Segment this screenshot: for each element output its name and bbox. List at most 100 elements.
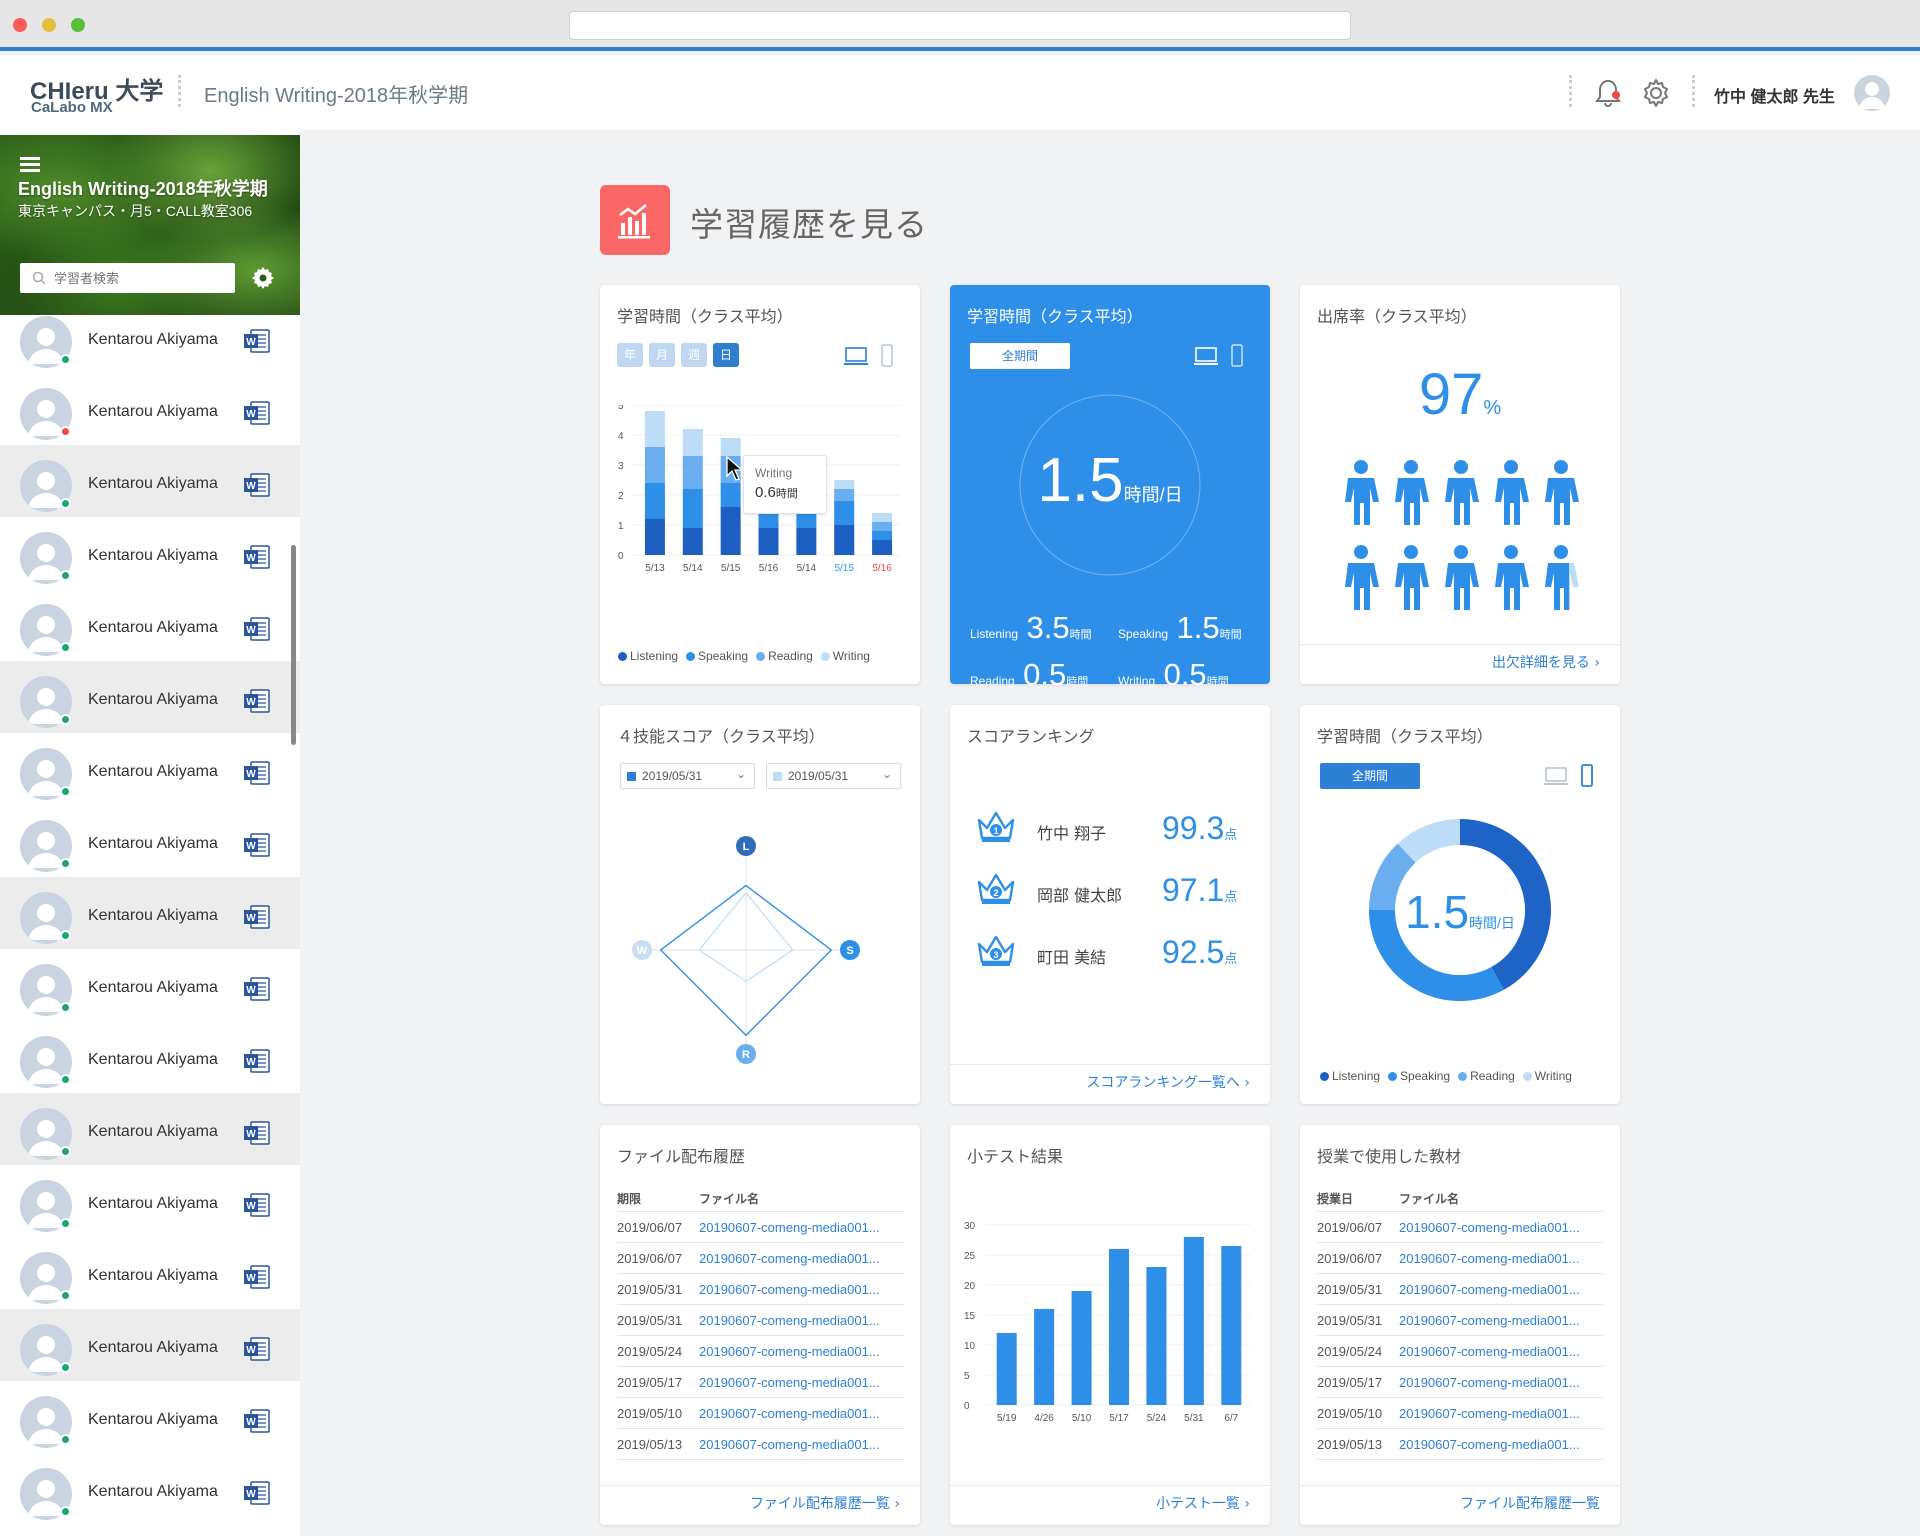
- bar-segment-writing[interactable]: [872, 513, 893, 522]
- bar-segment-speaking[interactable]: [834, 501, 855, 525]
- donut-slice-speaking[interactable]: [1369, 909, 1504, 1001]
- logo[interactable]: CHIeru 大学: [30, 78, 164, 105]
- all-period-button[interactable]: 全期間: [1320, 763, 1420, 789]
- word-document-icon[interactable]: W: [243, 689, 270, 713]
- word-document-icon[interactable]: W: [243, 1049, 270, 1073]
- student-row[interactable]: Kentarou Akiyama W: [0, 805, 300, 877]
- student-row[interactable]: Kentarou Akiyama W: [0, 1381, 300, 1453]
- file-link[interactable]: 20190607-comeng-media001...: [1399, 1343, 1580, 1359]
- student-row[interactable]: Kentarou Akiyama W: [0, 661, 300, 733]
- word-document-icon[interactable]: W: [243, 545, 270, 569]
- donut-slice-reading[interactable]: [1369, 843, 1416, 911]
- bar-segment-listening[interactable]: [720, 507, 741, 555]
- word-document-icon[interactable]: W: [243, 761, 270, 785]
- word-document-icon[interactable]: W: [243, 977, 270, 1001]
- address-bar[interactable]: [569, 11, 1351, 40]
- notification-bell-icon[interactable]: [1592, 77, 1624, 109]
- file-link[interactable]: 20190607-comeng-media001...: [699, 1219, 880, 1235]
- all-period-button[interactable]: 全期間: [970, 343, 1070, 369]
- period-chip-month[interactable]: 月: [649, 343, 675, 367]
- file-link[interactable]: 20190607-comeng-media001...: [699, 1436, 880, 1452]
- student-row[interactable]: Kentarou Akiyama W: [0, 1237, 300, 1309]
- file-link[interactable]: 20190607-comeng-media001...: [1399, 1250, 1580, 1266]
- bar-segment-reading[interactable]: [644, 447, 665, 483]
- bar-segment-listening[interactable]: [682, 528, 703, 555]
- teacher-name[interactable]: 竹中 健太郎 先生: [1714, 89, 1835, 106]
- file-link[interactable]: 20190607-comeng-media001...: [699, 1343, 880, 1359]
- quiz-bar[interactable]: [1221, 1246, 1242, 1405]
- bar-segment-writing[interactable]: [720, 438, 741, 456]
- word-document-icon[interactable]: W: [243, 329, 270, 353]
- student-search-input[interactable]: [54, 264, 224, 292]
- date-select-2[interactable]: 2019/05/31 ⌄: [766, 763, 901, 789]
- smartphone-icon[interactable]: [880, 343, 894, 369]
- student-row[interactable]: Kentarou Akiyama W: [0, 1021, 300, 1093]
- donut-slice-listening[interactable]: [1459, 819, 1551, 990]
- student-row[interactable]: Kentarou Akiyama W: [0, 1093, 300, 1165]
- menu-icon[interactable]: [20, 157, 40, 173]
- student-row[interactable]: Kentarou Akiyama W: [0, 877, 300, 949]
- laptop-icon[interactable]: [1193, 345, 1219, 367]
- student-row[interactable]: Kentarou Akiyama W: [0, 1309, 300, 1381]
- close-window-button[interactable]: [13, 18, 27, 32]
- bar-segment-writing[interactable]: [644, 411, 665, 447]
- student-row[interactable]: Kentarou Akiyama W: [0, 517, 300, 589]
- laptop-icon[interactable]: [1543, 765, 1569, 787]
- bar-segment-reading[interactable]: [834, 489, 855, 501]
- word-document-icon[interactable]: W: [243, 617, 270, 641]
- word-document-icon[interactable]: W: [243, 1193, 270, 1217]
- word-document-icon[interactable]: W: [243, 1121, 270, 1145]
- donut-slice-writing[interactable]: [1397, 819, 1461, 863]
- word-document-icon[interactable]: W: [243, 401, 270, 425]
- bar-segment-listening[interactable]: [758, 528, 779, 555]
- smartphone-icon[interactable]: [1230, 343, 1244, 369]
- bar-segment-reading[interactable]: [682, 456, 703, 489]
- file-link[interactable]: 20190607-comeng-media001...: [699, 1405, 880, 1421]
- student-row[interactable]: Kentarou Akiyama W: [0, 589, 300, 661]
- word-document-icon[interactable]: W: [243, 1265, 270, 1289]
- file-link[interactable]: 20190607-comeng-media001...: [1399, 1219, 1580, 1235]
- quiz-bar[interactable]: [1109, 1249, 1129, 1405]
- sidebar-settings-gear-icon[interactable]: [250, 265, 276, 291]
- minimize-window-button[interactable]: [42, 18, 56, 32]
- bar-segment-speaking[interactable]: [796, 510, 817, 528]
- word-document-icon[interactable]: W: [243, 473, 270, 497]
- file-link[interactable]: 20190607-comeng-media001...: [699, 1281, 880, 1297]
- word-document-icon[interactable]: W: [243, 1409, 270, 1433]
- word-document-icon[interactable]: W: [243, 1481, 270, 1505]
- bar-segment-speaking[interactable]: [720, 483, 741, 507]
- period-chip-week[interactable]: 週: [681, 343, 707, 367]
- quiz-bar[interactable]: [1034, 1309, 1055, 1405]
- file-link[interactable]: 20190607-comeng-media001...: [699, 1250, 880, 1266]
- quiz-bar[interactable]: [1071, 1291, 1092, 1405]
- smartphone-icon[interactable]: [1580, 763, 1594, 789]
- file-link[interactable]: 20190607-comeng-media001...: [699, 1374, 880, 1390]
- student-row[interactable]: Kentarou Akiyama W: [0, 373, 300, 445]
- attendance-detail-link[interactable]: 出欠詳細を見る ›: [1491, 655, 1600, 671]
- settings-gear-icon[interactable]: [1640, 77, 1672, 109]
- bar-segment-listening[interactable]: [872, 540, 893, 555]
- student-row[interactable]: Kentarou Akiyama W: [0, 301, 300, 373]
- quiz-bar[interactable]: [996, 1333, 1017, 1405]
- ranking-row[interactable]: 2 岡部 健太郎 97.1点: [950, 872, 1270, 912]
- bar-segment-listening[interactable]: [796, 528, 817, 555]
- bar-segment-speaking[interactable]: [644, 483, 665, 519]
- file-link[interactable]: 20190607-comeng-media001...: [1399, 1405, 1580, 1421]
- file-history-link[interactable]: ファイル配布履歴一覧 ›: [749, 1496, 900, 1512]
- bar-segment-reading[interactable]: [872, 522, 893, 531]
- file-link[interactable]: 20190607-comeng-media001...: [1399, 1281, 1580, 1297]
- file-link[interactable]: 20190607-comeng-media001...: [1399, 1374, 1580, 1390]
- ranking-row[interactable]: 1 竹中 翔子 99.3点: [950, 810, 1270, 850]
- file-link[interactable]: 20190607-comeng-media001...: [699, 1312, 880, 1328]
- period-chip-year[interactable]: 年: [617, 343, 643, 367]
- student-row[interactable]: Kentarou Akiyama W: [0, 1453, 300, 1525]
- bar-segment-speaking[interactable]: [682, 489, 703, 528]
- ranking-row[interactable]: 3 町田 美結 92.5点: [950, 934, 1270, 974]
- word-document-icon[interactable]: W: [243, 1337, 270, 1361]
- bar-segment-writing[interactable]: [682, 429, 703, 456]
- bar-segment-listening[interactable]: [644, 519, 665, 555]
- period-chip-day[interactable]: 日: [713, 343, 739, 367]
- student-row[interactable]: Kentarou Akiyama W: [0, 1165, 300, 1237]
- laptop-icon[interactable]: [843, 345, 869, 367]
- user-avatar[interactable]: [1854, 75, 1890, 111]
